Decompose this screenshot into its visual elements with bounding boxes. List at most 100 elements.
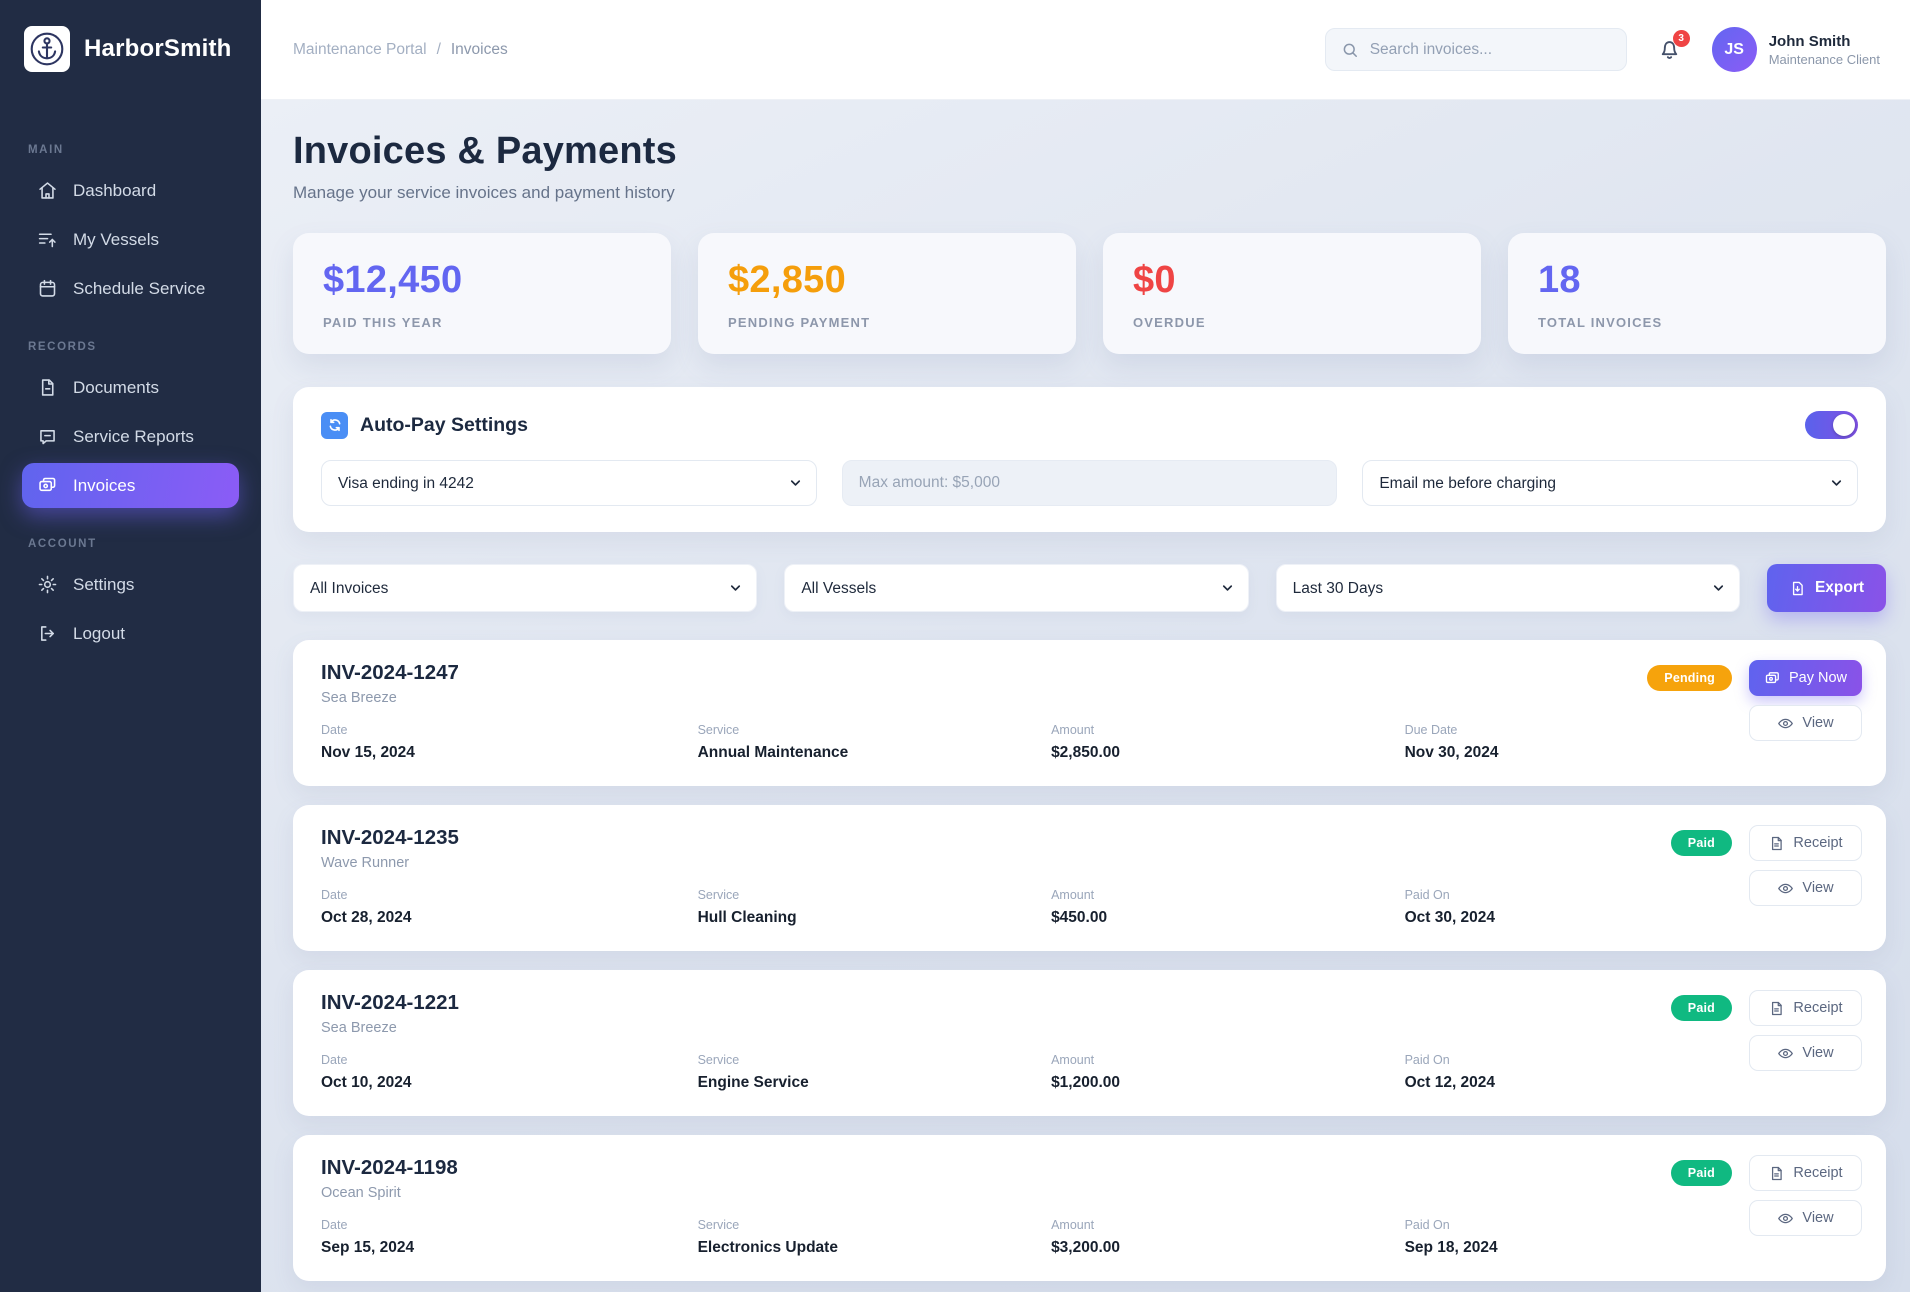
status-badge: Paid (1670, 995, 1732, 1021)
notifications-button[interactable]: 3 (1657, 30, 1690, 62)
invoice-field-amount: Amount $3,200.00 (1051, 1218, 1121, 1256)
eye-icon (1778, 1213, 1794, 1223)
stat-label: OVERDUE (1133, 315, 1206, 330)
eye-icon (1778, 718, 1794, 728)
sidebar-item-documents[interactable]: Documents (22, 365, 239, 410)
invoice-filter-select[interactable]: All Invoices (293, 564, 758, 612)
invoice-field-date: Date Oct 28, 2024 (321, 888, 412, 926)
view-button[interactable]: View (1749, 1035, 1862, 1071)
invoice-field-amount: Amount $2,850.00 (1051, 723, 1121, 761)
payment-method-select-wrap: Visa ending in 4242 (321, 460, 817, 506)
sidebar-item-label: Settings (73, 574, 135, 594)
sidebar-item-service-reports[interactable]: Service Reports (22, 414, 239, 459)
nav-section-records: RECORDS (28, 341, 97, 353)
status-badge: Pending (1647, 665, 1732, 691)
status-badge: Paid (1670, 830, 1732, 856)
user-menu[interactable]: JS John Smith Maintenance Client (1711, 27, 1880, 72)
invoice-field-date: Date Nov 15, 2024 (321, 723, 415, 761)
invoice-field-date: Date Sep 15, 2024 (321, 1218, 415, 1256)
sidebar-item-invoices[interactable]: Invoices (22, 463, 239, 508)
breadcrumb-current: Invoices (450, 40, 508, 58)
invoice-card: INV-2024-1235 Wave Runner Paid Receipt (293, 805, 1886, 951)
view-button[interactable]: View (1749, 1200, 1862, 1236)
receipt-icon (1772, 1001, 1783, 1015)
brand: HarborSmith (22, 26, 239, 72)
invoice-field-paid-on: Paid On Sep 18, 2024 (1404, 1218, 1498, 1256)
payment-method-select[interactable]: Visa ending in 4242 (321, 460, 817, 506)
vessels-icon (38, 233, 56, 248)
brand-name: HarborSmith (84, 35, 232, 62)
stat-card-paid-this-year: $12,450 PAID THIS YEAR (293, 233, 671, 354)
sidebar-item-schedule-service[interactable]: Schedule Service (22, 266, 239, 311)
invoice-field-service: Service Engine Service (697, 1053, 809, 1091)
sidebar-item-label: Logout (73, 623, 125, 643)
vessel-filter-select[interactable]: All Vessels (784, 564, 1249, 612)
sidebar-item-my-vessels[interactable]: My Vessels (22, 217, 239, 262)
invoice-id: INV-2024-1235 (321, 826, 459, 849)
invoice-vessel: Ocean Spirit (321, 1185, 401, 1201)
sidebar-item-label: Documents (73, 377, 159, 397)
nav-section-account: ACCOUNT (28, 538, 97, 550)
sidebar-item-logout[interactable]: Logout (22, 611, 239, 656)
stat-card-pending-payment: $2,850 PENDING PAYMENT (698, 233, 1076, 354)
autopay-toggle[interactable] (1805, 411, 1858, 439)
harborsmith-logo (24, 26, 70, 72)
stat-label: PAID THIS YEAR (323, 315, 443, 330)
invoice-id: INV-2024-1247 (321, 661, 459, 684)
sidebar-item-settings[interactable]: Settings (22, 562, 239, 607)
view-button[interactable]: View (1749, 705, 1862, 741)
invoice-card: INV-2024-1221 Sea Breeze Paid Receipt (293, 970, 1886, 1116)
date-filter-wrap: Last 30 Days (1275, 564, 1740, 612)
search-box (1324, 28, 1627, 71)
eye-icon (1778, 883, 1794, 893)
pay-now-button[interactable]: Pay Now (1749, 660, 1862, 696)
sidebar-item-label: Service Reports (73, 426, 194, 446)
sidebar-item-label: Schedule Service (73, 278, 206, 298)
invoice-id: INV-2024-1198 (321, 1156, 458, 1179)
notification-count-badge: 3 (1672, 30, 1690, 47)
receipt-button[interactable]: Receipt (1749, 1155, 1862, 1191)
notify-option-select-wrap: Email me before charging (1362, 460, 1858, 506)
invoice-field-service: Service Annual Maintenance (697, 723, 849, 761)
receipt-icon (1772, 1166, 1783, 1180)
invoice-field-date: Date Oct 10, 2024 (321, 1053, 412, 1091)
sidebar: HarborSmith MAIN Dashboard My Vessels Sc… (0, 0, 261, 1292)
search-icon (1343, 43, 1357, 57)
sidebar-item-dashboard[interactable]: Dashboard (22, 168, 239, 213)
toggle-knob (1833, 414, 1855, 436)
user-name: John Smith (1768, 32, 1851, 50)
breadcrumb-parent[interactable]: Maintenance Portal (293, 40, 427, 58)
bell-icon (1661, 41, 1677, 59)
export-button[interactable]: Export (1767, 564, 1886, 612)
stat-value: $12,450 (323, 259, 463, 301)
notify-option-select[interactable]: Email me before charging (1362, 460, 1858, 506)
invoice-field-due-date: Due Date Nov 30, 2024 (1404, 723, 1499, 761)
invoice-vessel: Sea Breeze (321, 690, 397, 706)
user-role: Maintenance Client (1768, 51, 1880, 67)
invoice-filter-wrap: All Invoices (293, 564, 758, 612)
stat-value: 18 (1538, 259, 1581, 301)
page-subtitle: Manage your service invoices and payment… (293, 183, 675, 202)
home-icon (39, 182, 56, 199)
date-filter-select[interactable]: Last 30 Days (1275, 564, 1740, 612)
sidebar-item-label: My Vessels (73, 229, 159, 249)
vessel-filter-wrap: All Vessels (784, 564, 1249, 612)
breadcrumb-separator: / (436, 40, 441, 58)
wallet-icon (1765, 671, 1779, 683)
stat-card-overdue: $0 OVERDUE (1103, 233, 1481, 354)
max-amount-input[interactable] (841, 460, 1338, 506)
receipt-button[interactable]: Receipt (1749, 990, 1862, 1026)
stat-value: $2,850 (728, 259, 847, 301)
autopay-title: Auto-Pay Settings (360, 413, 528, 436)
autopay-settings-card: Auto-Pay Settings Visa ending in 4242 Em… (293, 387, 1886, 532)
page-title: Invoices & Payments (293, 130, 677, 172)
search-input[interactable] (1369, 40, 1611, 59)
avatar: JS (1711, 27, 1757, 72)
stats-row: $12,450 PAID THIS YEAR $2,850 PENDING PA… (293, 233, 1886, 354)
invoice-id: INV-2024-1221 (321, 991, 459, 1014)
receipt-icon (1772, 836, 1783, 850)
export-document-icon (1792, 581, 1803, 595)
invoice-vessel: Sea Breeze (321, 1020, 397, 1036)
receipt-button[interactable]: Receipt (1749, 825, 1862, 861)
view-button[interactable]: View (1749, 870, 1862, 906)
